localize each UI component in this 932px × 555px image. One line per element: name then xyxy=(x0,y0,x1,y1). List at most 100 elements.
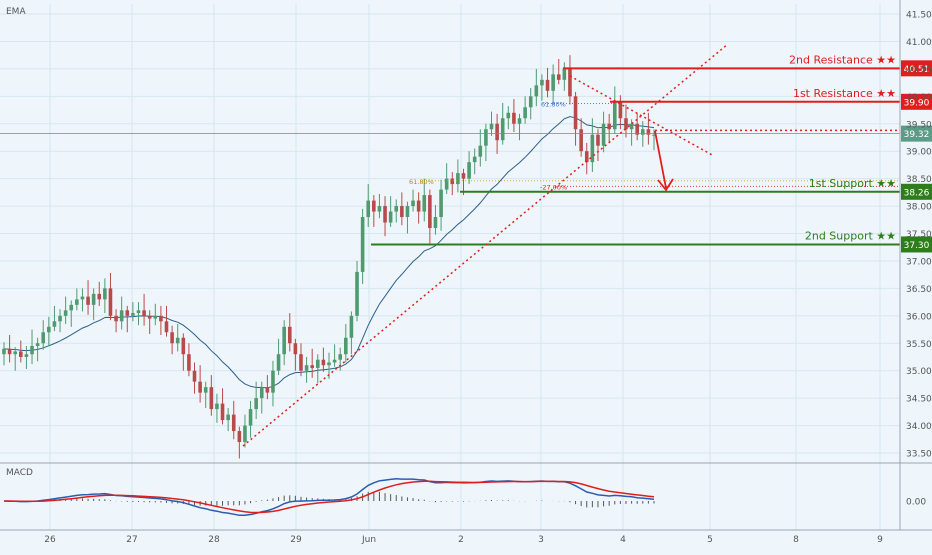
price-tick-label: 38.50 xyxy=(906,175,932,185)
resistance-2-price-tag xyxy=(901,60,932,77)
candle-body xyxy=(35,343,40,346)
resistance-2-label: 2nd Resistance ★★ xyxy=(789,53,896,66)
candle-body xyxy=(159,315,163,322)
candle-body xyxy=(400,206,404,218)
candle-body xyxy=(114,315,118,322)
candle-body xyxy=(388,211,393,223)
candle-body xyxy=(209,387,214,410)
candle-body xyxy=(299,354,303,371)
candle-body xyxy=(142,310,146,316)
candle-body xyxy=(338,354,343,360)
ema-path xyxy=(3,116,655,389)
candle-body xyxy=(405,206,410,218)
candle-body xyxy=(215,403,219,410)
support-1-price-value: 38.26 xyxy=(904,188,930,198)
candle-body xyxy=(265,387,270,393)
candle-body xyxy=(579,129,583,152)
macd-pane: 0.00 xyxy=(3,478,926,517)
candle-body xyxy=(573,96,578,130)
candle-body xyxy=(187,354,191,371)
candle-body xyxy=(534,85,539,97)
macd-indicator-label: MACD xyxy=(6,468,33,478)
candle-body xyxy=(607,123,611,130)
candle-body xyxy=(192,370,197,382)
candle-body xyxy=(612,101,617,130)
candle-body xyxy=(103,288,107,300)
price-tick-label: 36.50 xyxy=(906,285,932,295)
price-tick-label: 40.50 xyxy=(906,65,932,75)
candle-body xyxy=(52,321,57,327)
support-1-price-tag xyxy=(901,183,932,200)
candle-body xyxy=(30,345,34,355)
candle-body xyxy=(646,129,651,135)
time-tick-label: 28 xyxy=(208,535,220,545)
candle-body xyxy=(153,315,158,319)
time-tick-label: 26 xyxy=(44,535,56,545)
signal-line xyxy=(4,480,655,514)
candle-body xyxy=(394,206,399,212)
ema-line xyxy=(3,116,655,389)
candle-body xyxy=(131,313,135,316)
price-tick-label: 37.50 xyxy=(906,230,932,240)
candle-body xyxy=(2,348,6,355)
candle-body xyxy=(175,337,180,344)
candle-body xyxy=(287,326,292,344)
support-2-price-value: 37.30 xyxy=(904,241,930,251)
candle-body xyxy=(97,293,102,300)
candle-body xyxy=(590,134,595,163)
macd-line xyxy=(3,478,655,517)
candle-body xyxy=(7,348,12,355)
resistance-1-price-tag xyxy=(901,93,932,110)
candle-body xyxy=(360,217,365,272)
ema-indicator-label: EMA xyxy=(6,7,26,17)
price-tick-label: 40.00 xyxy=(906,93,932,103)
price-tick-label: 41.50 xyxy=(906,11,932,21)
candle-body xyxy=(125,310,130,316)
candle-body xyxy=(231,414,236,432)
candle-body xyxy=(310,365,314,368)
candle-body xyxy=(640,129,645,135)
candle-body xyxy=(315,359,320,368)
price-tick-label: 36.00 xyxy=(906,312,932,322)
candle-body xyxy=(433,217,438,229)
candle-body xyxy=(517,118,522,124)
candle-body xyxy=(24,354,29,357)
candle-body xyxy=(489,123,494,130)
candle-body xyxy=(456,173,460,185)
time-tick-label: 5 xyxy=(707,535,713,545)
candle-body xyxy=(282,326,286,355)
drawing-overlays: 61.80% 61.80% -27.00% 2nd Resistance ★★ 40.5… xyxy=(0,43,932,447)
time-tick-label: 9 xyxy=(877,535,883,545)
candle-body xyxy=(416,200,421,212)
support-2-price-tag xyxy=(901,236,932,253)
candle-body xyxy=(562,68,567,80)
candle-body xyxy=(41,332,46,344)
candle-body xyxy=(91,293,96,305)
fib-label-61-left: 61.80% xyxy=(409,178,434,186)
candle-body xyxy=(377,206,382,212)
candle-body xyxy=(439,189,443,218)
candle-body xyxy=(584,151,589,163)
support-2-label: 2nd Support ★★ xyxy=(805,229,896,242)
candle-body xyxy=(601,123,606,146)
candle-body xyxy=(372,200,376,212)
candle-body xyxy=(271,370,275,393)
price-tick-label: 41.00 xyxy=(906,38,932,48)
candle-body xyxy=(19,351,23,357)
candle-body xyxy=(568,68,572,97)
candle-body xyxy=(629,123,634,130)
candle-body xyxy=(243,425,247,443)
time-tick-label: Jun xyxy=(361,535,376,545)
candle-body xyxy=(321,359,326,366)
candle-body xyxy=(484,129,488,146)
candle-body xyxy=(13,351,18,355)
candle-body xyxy=(528,96,533,108)
candle-body xyxy=(467,162,471,179)
candle-body xyxy=(618,101,623,119)
time-tick-label: 4 xyxy=(620,535,626,545)
candle-body xyxy=(355,271,359,316)
candle-body xyxy=(540,79,544,86)
candle-body xyxy=(422,195,427,212)
